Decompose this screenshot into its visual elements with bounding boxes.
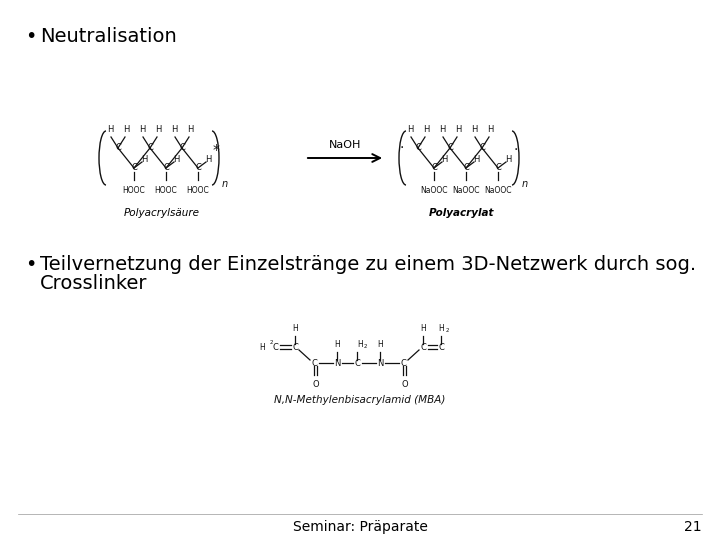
Text: H: H xyxy=(139,125,145,134)
Text: H: H xyxy=(423,125,429,134)
Text: C: C xyxy=(463,164,469,172)
Text: H: H xyxy=(204,156,211,165)
Text: n: n xyxy=(522,179,528,189)
Text: H: H xyxy=(441,156,447,165)
Text: n: n xyxy=(222,179,228,189)
Text: C: C xyxy=(115,144,121,152)
Text: Neutralisation: Neutralisation xyxy=(40,27,176,46)
Text: HOOC: HOOC xyxy=(186,186,210,195)
Text: H: H xyxy=(334,340,340,349)
Text: NaOOC: NaOOC xyxy=(485,186,512,195)
Text: H: H xyxy=(141,156,147,165)
Text: 2: 2 xyxy=(270,340,274,345)
Text: C: C xyxy=(163,164,169,172)
Text: N: N xyxy=(377,359,383,368)
Text: C: C xyxy=(195,164,201,172)
Text: H: H xyxy=(487,125,493,134)
Text: H: H xyxy=(107,125,113,134)
Text: •: • xyxy=(25,255,37,274)
Text: C: C xyxy=(147,144,153,152)
Text: ·: · xyxy=(400,141,404,155)
Text: C: C xyxy=(131,164,137,172)
Text: H: H xyxy=(505,156,511,165)
Text: H: H xyxy=(438,125,445,134)
Text: C: C xyxy=(438,342,444,352)
Text: Polyacrylsäure: Polyacrylsäure xyxy=(124,208,200,218)
Text: H: H xyxy=(259,342,265,352)
Text: C: C xyxy=(447,144,453,152)
Text: HOOC: HOOC xyxy=(122,186,145,195)
Text: C: C xyxy=(479,144,485,152)
Text: ·: · xyxy=(514,143,518,157)
Text: H: H xyxy=(357,340,363,349)
Text: NaOH: NaOH xyxy=(329,140,361,150)
Text: N,N-Methylenbisacrylamid (MBA): N,N-Methylenbisacrylamid (MBA) xyxy=(274,395,446,405)
Text: NaOOC: NaOOC xyxy=(452,186,480,195)
Text: H: H xyxy=(471,125,477,134)
Text: 21: 21 xyxy=(685,520,702,534)
Text: *: * xyxy=(212,143,220,157)
Text: H: H xyxy=(186,125,193,134)
Text: Teilvernetzung der Einzelstränge zu einem 3D-Netzwerk durch sog.: Teilvernetzung der Einzelstränge zu eine… xyxy=(40,255,696,274)
Text: C: C xyxy=(272,342,278,352)
Text: N: N xyxy=(334,359,340,368)
Text: Crosslinker: Crosslinker xyxy=(40,274,148,293)
Text: C: C xyxy=(415,144,421,152)
Text: H: H xyxy=(377,340,383,349)
Text: H: H xyxy=(407,125,413,134)
Text: C: C xyxy=(354,359,360,368)
Text: 2: 2 xyxy=(364,344,367,349)
Text: C: C xyxy=(292,342,298,352)
Text: H: H xyxy=(292,324,298,333)
Text: C: C xyxy=(420,342,426,352)
Text: H: H xyxy=(171,125,177,134)
Text: C: C xyxy=(400,359,406,368)
Text: H: H xyxy=(123,125,129,134)
Text: C: C xyxy=(495,164,501,172)
Text: HOOC: HOOC xyxy=(155,186,177,195)
Text: H: H xyxy=(173,156,179,165)
Text: 2: 2 xyxy=(446,328,449,333)
Text: C: C xyxy=(179,144,185,152)
Text: H: H xyxy=(155,125,161,134)
Text: C: C xyxy=(311,359,317,368)
Text: H: H xyxy=(438,324,444,333)
Text: C: C xyxy=(431,164,437,172)
Text: •: • xyxy=(25,27,37,46)
Text: H: H xyxy=(420,324,426,333)
Text: O: O xyxy=(402,380,408,389)
Text: H: H xyxy=(473,156,480,165)
Text: Polyacrylat: Polyacrylat xyxy=(429,208,495,218)
Text: Seminar: Präparate: Seminar: Präparate xyxy=(292,520,428,534)
Text: H: H xyxy=(455,125,462,134)
Text: O: O xyxy=(312,380,319,389)
Text: NaOOC: NaOOC xyxy=(420,186,448,195)
